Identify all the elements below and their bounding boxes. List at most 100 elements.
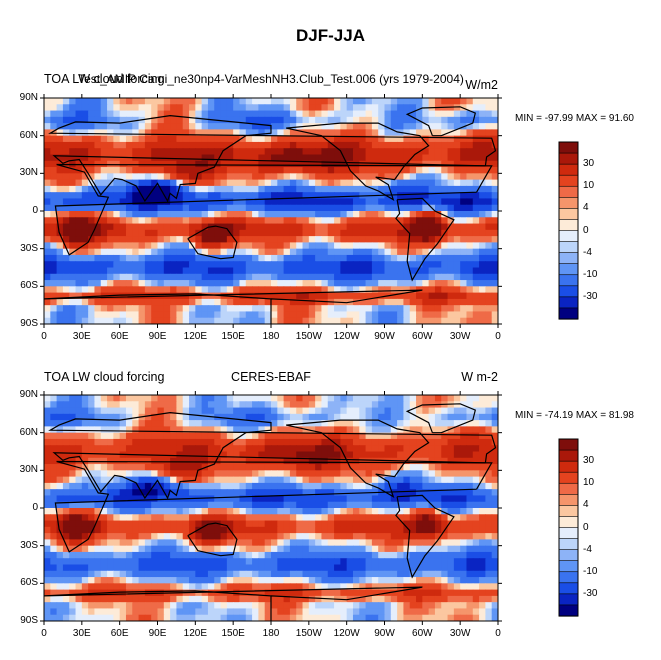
field-cell	[397, 589, 405, 597]
field-cell	[340, 242, 348, 250]
field-cell	[283, 438, 291, 446]
field-cell	[258, 432, 266, 440]
field-cell	[472, 526, 480, 534]
field-cell	[138, 508, 146, 515]
field-cell	[258, 154, 266, 162]
field-cell	[365, 551, 373, 559]
field-cell	[252, 551, 259, 559]
field-cell	[50, 501, 58, 509]
field-cell	[365, 160, 373, 168]
field-cell	[302, 229, 310, 237]
field-cell	[346, 432, 354, 440]
field-cell	[346, 211, 354, 218]
field-cell	[359, 501, 367, 509]
field-cell	[384, 217, 392, 225]
field-cell	[100, 558, 108, 566]
field-cell	[403, 248, 411, 256]
field-cell	[334, 589, 341, 597]
field-cell	[88, 476, 96, 484]
field-cell	[289, 457, 297, 465]
field-cell	[252, 254, 259, 262]
field-cell	[340, 311, 348, 319]
field-cell	[214, 570, 222, 578]
field-cell	[144, 577, 152, 584]
field-cell	[472, 236, 480, 243]
field-cell	[233, 533, 241, 540]
field-cell	[289, 432, 297, 440]
field-cell	[397, 242, 405, 250]
field-cell	[233, 248, 241, 256]
field-cell	[245, 242, 253, 250]
field-cell	[302, 261, 310, 269]
field-cell	[472, 292, 480, 300]
field-cell	[44, 116, 51, 124]
field-cell	[50, 311, 58, 319]
field-cell	[163, 558, 171, 566]
field-cell	[119, 116, 127, 124]
field-cell	[107, 173, 114, 181]
field-cell	[226, 286, 234, 294]
field-cell	[422, 533, 430, 540]
field-cell	[479, 311, 486, 319]
field-cell	[113, 305, 121, 313]
field-cell	[107, 223, 114, 231]
field-cell	[62, 148, 70, 156]
field-cell	[214, 273, 222, 281]
field-cell	[220, 248, 228, 256]
field-cell	[403, 470, 411, 478]
field-cell	[428, 129, 436, 137]
field-cell	[416, 273, 423, 281]
field-cell	[233, 464, 241, 471]
field-cell	[233, 489, 241, 497]
field-cell	[472, 476, 480, 484]
field-cell	[214, 198, 222, 206]
coastline	[285, 122, 430, 202]
field-cell	[479, 185, 486, 193]
field-cell	[422, 167, 430, 174]
field-cell	[289, 123, 297, 130]
field-cell	[327, 267, 335, 275]
field-cell	[151, 564, 159, 572]
field-cell	[44, 482, 51, 490]
field-cell	[447, 495, 455, 503]
field-cell	[422, 223, 430, 231]
field-cell	[441, 311, 449, 319]
field-cell	[201, 577, 209, 584]
field-cell	[163, 407, 171, 415]
field-cell	[289, 267, 297, 275]
field-cell	[340, 482, 348, 490]
field-cell	[416, 495, 423, 503]
field-cell	[252, 464, 259, 471]
field-cell	[271, 508, 278, 515]
field-cell	[296, 551, 304, 559]
field-cell	[384, 236, 392, 243]
field-cell	[214, 248, 222, 256]
field-cell	[428, 407, 436, 415]
field-cell	[226, 154, 234, 162]
field-cell	[460, 589, 468, 597]
field-cell	[397, 298, 405, 306]
field-cell	[163, 242, 171, 250]
field-cell	[271, 426, 278, 434]
field-cell	[144, 223, 152, 231]
field-cell	[119, 413, 127, 421]
field-cell	[340, 514, 348, 522]
field-cell	[50, 533, 58, 540]
field-cell	[81, 438, 89, 446]
field-cell	[390, 432, 398, 440]
field-cell	[416, 564, 423, 572]
field-cell	[138, 551, 146, 559]
field-cell	[340, 292, 348, 300]
field-cell	[214, 526, 222, 534]
field-cell	[233, 520, 241, 528]
field-cell	[94, 570, 102, 578]
field-cell	[62, 211, 70, 218]
field-cell	[50, 564, 58, 572]
field-cell	[441, 317, 449, 324]
field-cell	[233, 254, 241, 262]
field-cell	[201, 539, 209, 547]
field-cell	[157, 129, 165, 137]
field-cell	[472, 223, 480, 231]
field-cell	[321, 305, 329, 313]
field-cell	[69, 223, 77, 231]
